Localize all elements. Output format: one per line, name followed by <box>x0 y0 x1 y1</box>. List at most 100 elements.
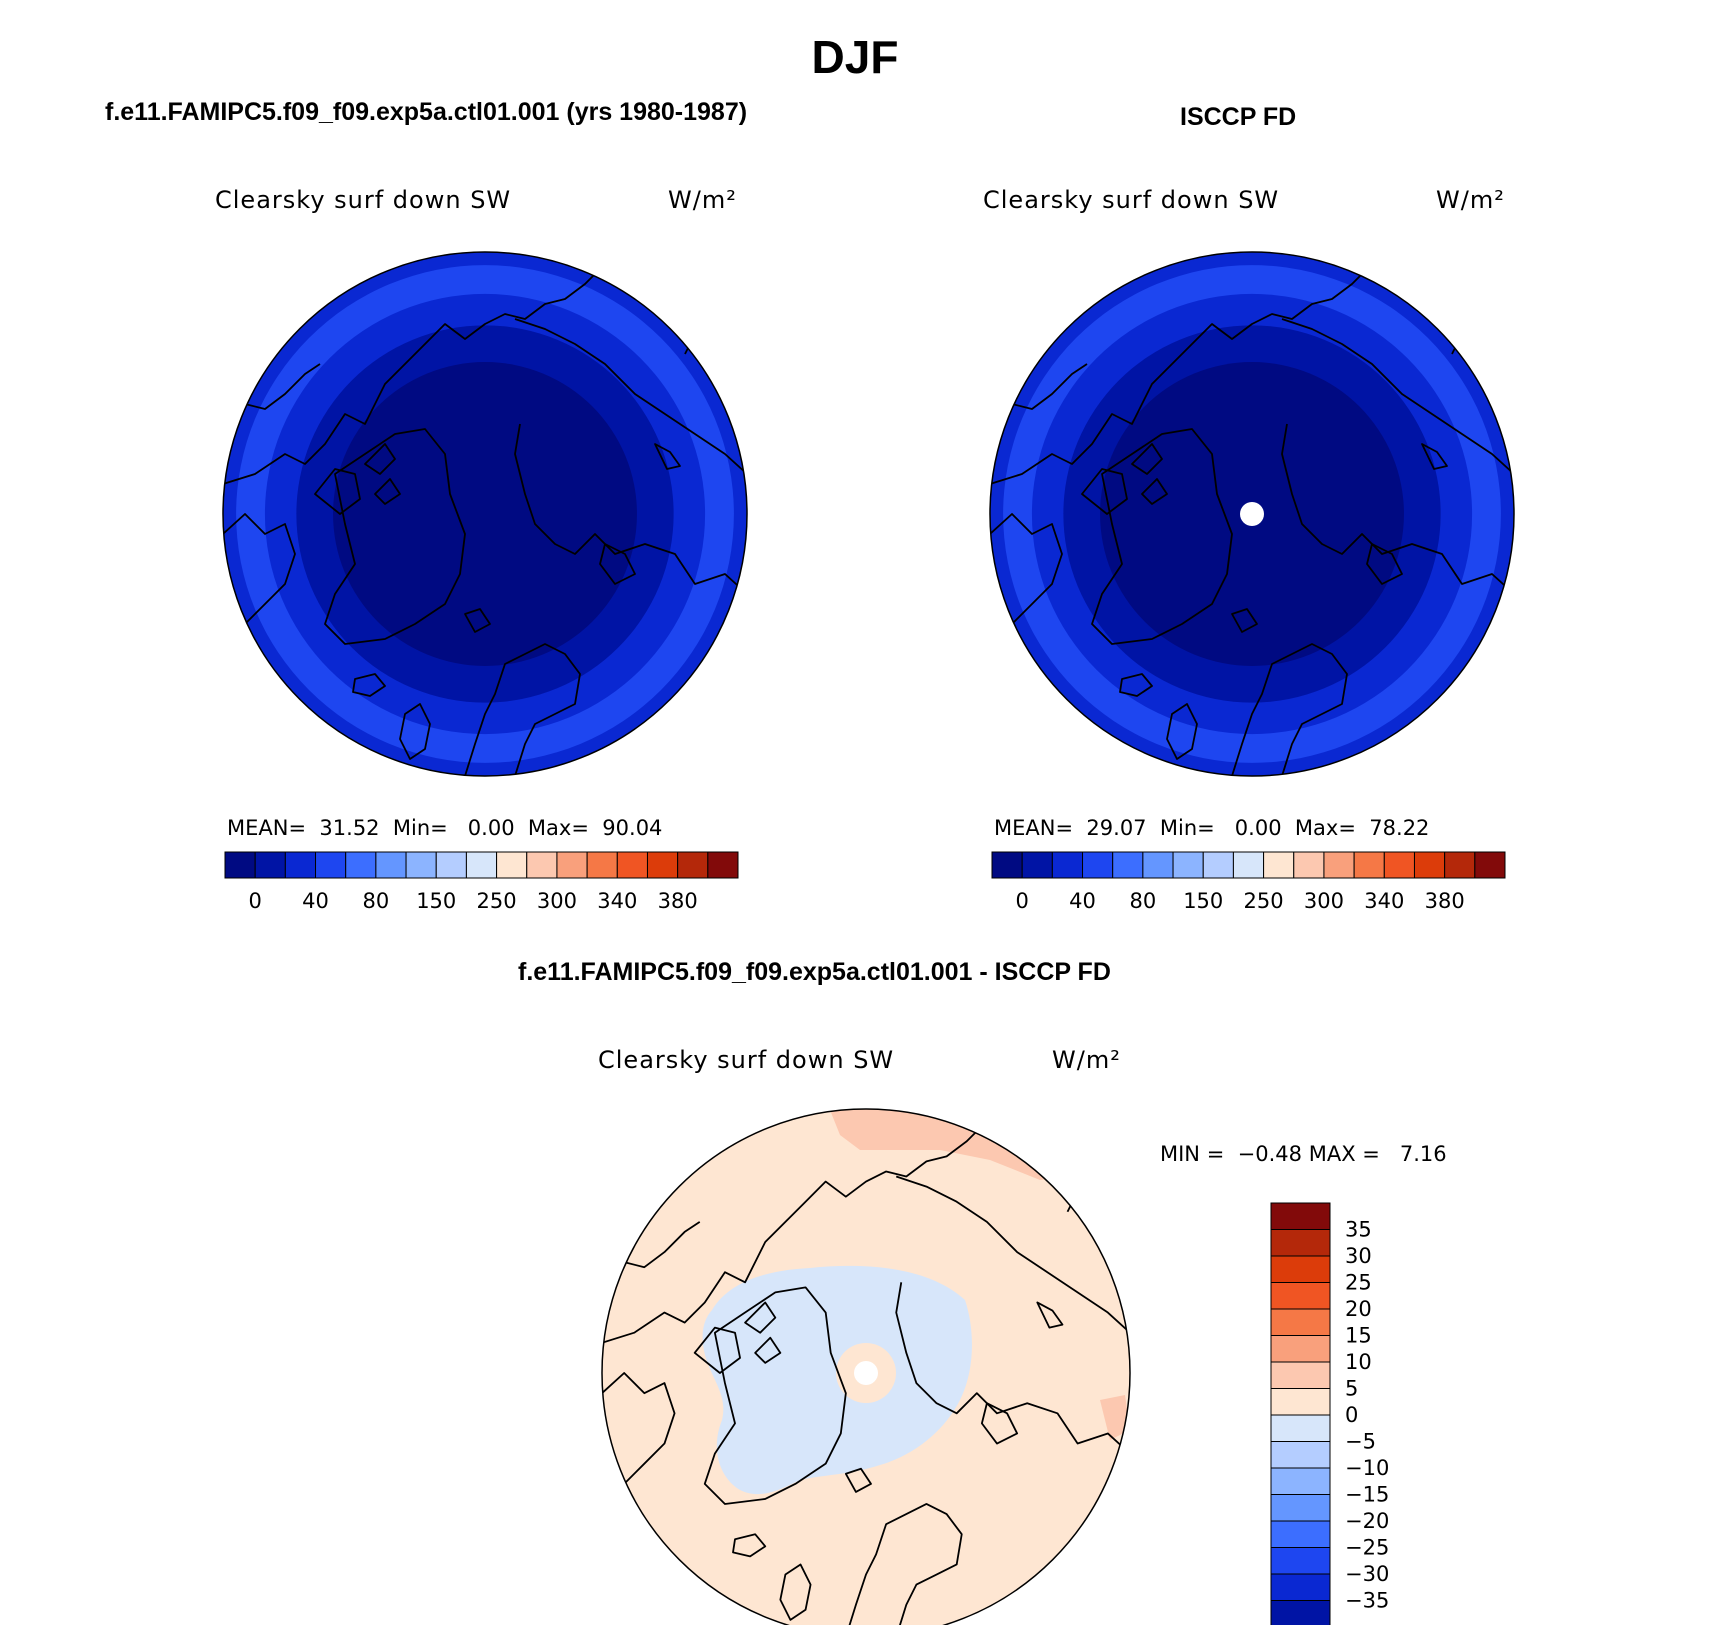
right-stats: MEAN= 29.07 Min= 0.00 Max= 78.22 <box>994 816 1429 840</box>
left-min-value: 0.00 <box>467 816 515 840</box>
colorbar-tick-label: 380 <box>1425 889 1465 913</box>
colorbar-tick-label: 380 <box>658 889 698 913</box>
hudson-bay-coast <box>602 1372 676 1495</box>
canada-islands <box>693 1301 782 1374</box>
diff-colorbar-tick-label: 0 <box>1345 1403 1358 1427</box>
colorbar-tick-label: 300 <box>1304 889 1344 913</box>
sakhalin <box>1421 443 1448 470</box>
diff-colorbar-box-15 <box>1270 1600 1331 1625</box>
scandinavia-coast <box>1231 643 1348 776</box>
diff-case-title: f.e11.FAMIPC5.f09_f09.exp5a.ctl01.001 - … <box>518 958 1111 986</box>
diff-min-value: −0.48 <box>1237 1142 1303 1166</box>
iceland <box>1119 673 1153 697</box>
diff-colorbar-tick-label: −5 <box>1345 1430 1376 1454</box>
diff-colorbar-box-7 <box>1270 1388 1331 1416</box>
colorbar-box-2 <box>284 851 317 879</box>
right-map-border <box>989 251 1515 777</box>
scandinavia-coast <box>844 1503 963 1625</box>
colorbar-tick-label: 340 <box>1364 889 1404 913</box>
left-stats: MEAN= 31.52 Min= 0.00 Max= 90.04 <box>227 816 662 840</box>
colorbar-tick-label: 150 <box>1183 889 1223 913</box>
diff-max-label: MAX = <box>1308 1142 1380 1166</box>
diff-colorbar-tick-label: 30 <box>1345 1244 1372 1268</box>
pole-missing-value <box>854 1361 878 1385</box>
iceland <box>352 673 386 697</box>
diff-colorbar-tick-label: 35 <box>1345 1218 1372 1242</box>
canada-arctic-coast <box>602 1109 1008 1344</box>
right-units-label: W/m² <box>1436 186 1505 214</box>
svalbard <box>844 1467 872 1493</box>
colorbar-box-4 <box>1112 851 1144 879</box>
colorbar-box-13 <box>1383 851 1415 879</box>
colorbar-tick-label: 250 <box>1244 889 1284 913</box>
left-coastlines <box>223 252 747 776</box>
right-mean-value: 29.07 <box>1086 816 1147 840</box>
diff-colorbar-box-10 <box>1270 1467 1331 1495</box>
left-polar-map <box>223 252 747 776</box>
right-mean-label: MEAN= <box>994 816 1074 840</box>
novaya-zemlya <box>599 543 636 585</box>
canada-islands <box>1081 443 1168 515</box>
right-min-label: Min= <box>1159 816 1215 840</box>
diff-polar-map <box>602 1109 1130 1625</box>
field-ring-0-20 <box>333 362 637 666</box>
siberia-coast <box>1281 318 1514 475</box>
left-colorbar: 0 40 80 150 250 300 340 380 <box>224 851 739 913</box>
left-variable-label: Clearsky surf down SW <box>215 186 512 214</box>
right-variable-label: Clearsky surf down SW <box>983 186 1280 214</box>
greenland-coast <box>324 428 466 645</box>
kamchatka-coast <box>684 278 731 355</box>
colorbar-box-10 <box>1293 851 1325 879</box>
colorbar-box-11 <box>1323 851 1355 879</box>
page-title: DJF <box>811 31 899 83</box>
novaya-zemlya <box>980 1402 1019 1445</box>
colorbar-box-13 <box>616 851 648 879</box>
colorbar-box-9 <box>496 851 528 879</box>
eurasia-coast <box>1281 423 1514 595</box>
colorbar-box-12 <box>586 851 618 879</box>
diff-colorbar-tick-label: 10 <box>1345 1350 1372 1374</box>
diff-colorbar-box-6 <box>1270 1361 1331 1389</box>
left-map-border <box>222 251 748 777</box>
siberia-coast <box>514 318 747 475</box>
british-isles <box>399 703 431 760</box>
left-mean-value: 31.52 <box>319 816 380 840</box>
diff-colorbar-box-14 <box>1270 1573 1331 1601</box>
diff-map-border <box>601 1108 1131 1625</box>
right-colorbar: 0 40 80 150 250 300 340 380 <box>991 851 1506 913</box>
scandinavia-coast <box>464 643 581 776</box>
colorbar-box-7 <box>435 851 467 879</box>
svalbard <box>1231 608 1258 633</box>
diff-colorbar-tick-label: 20 <box>1345 1297 1372 1321</box>
diff-colorbar-tick-label: 15 <box>1345 1324 1372 1348</box>
colorbar-box-10 <box>526 851 558 879</box>
hudson-bay-coast <box>223 513 296 635</box>
colorbar-box-11 <box>556 851 588 879</box>
sakhalin <box>654 443 681 470</box>
canada-islands <box>314 443 401 515</box>
colorbar-box-15 <box>1444 851 1476 879</box>
left-case-title: f.e11.FAMIPC5.f09_f09.exp5a.ctl01.001 (y… <box>105 98 748 126</box>
diff-colorbar-tick-label: −30 <box>1345 1562 1389 1586</box>
british-isles <box>1166 703 1198 760</box>
sakhalin <box>1036 1301 1064 1329</box>
colorbar-box-14 <box>1413 851 1446 879</box>
colorbar-box-14 <box>646 851 679 879</box>
left-min-label: Min= <box>392 816 448 840</box>
diff-colorbar-box-5 <box>1270 1335 1331 1363</box>
kamchatka-coast <box>1066 1135 1114 1213</box>
eurasia-coast <box>514 423 747 595</box>
diff-colorbar-box-8 <box>1270 1414 1331 1442</box>
right-polar-map <box>990 252 1514 776</box>
left-units-label: W/m² <box>668 186 737 214</box>
colorbar-box-2 <box>1051 851 1084 879</box>
colorbar-box-0 <box>991 851 1023 879</box>
left-max-label: Max= <box>527 816 589 840</box>
left-mean-label: MEAN= <box>227 816 307 840</box>
hudson-bay-coast <box>990 513 1063 635</box>
siberia-coast <box>895 1175 1130 1334</box>
colorbar-box-0 <box>224 851 256 879</box>
diff-variable-label: Clearsky surf down SW <box>598 1046 895 1074</box>
